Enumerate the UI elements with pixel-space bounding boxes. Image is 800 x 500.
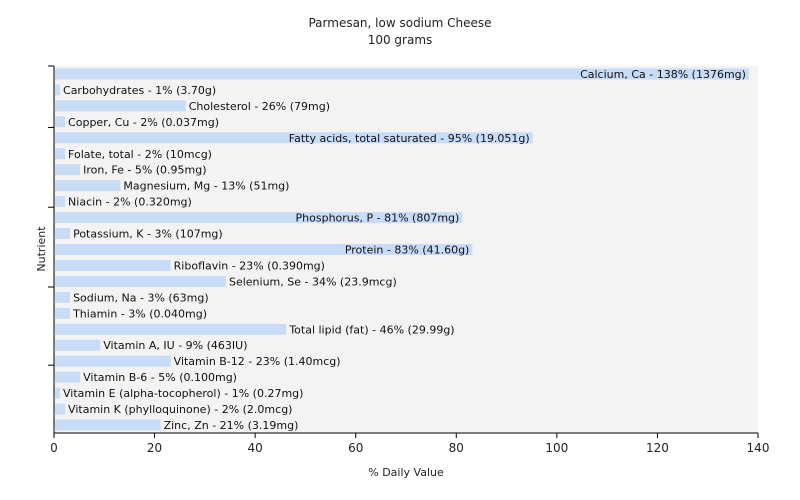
bars-group — [55, 68, 749, 431]
x-tick-label: 80 — [449, 441, 464, 455]
x-tick-label: 0 — [50, 441, 58, 455]
y-axis-ticks — [48, 65, 54, 366]
bar — [55, 164, 81, 176]
bar — [55, 371, 81, 383]
x-tick-label: 60 — [348, 441, 363, 455]
bar-label: Vitamin A, IU - 9% (463IU) — [103, 339, 247, 352]
chart-subtitle: 100 grams — [368, 33, 433, 47]
bar — [55, 339, 101, 351]
bar-label: Vitamin K (phylloquinone) - 2% (2.0mcg) — [68, 403, 292, 416]
bar — [55, 196, 66, 208]
bar-label: Vitamin B-6 - 5% (0.100mg) — [83, 371, 237, 384]
bar-label: Thiamin - 3% (0.040mg) — [72, 307, 207, 320]
bar — [55, 291, 71, 303]
bar-label: Magnesium, Mg - 13% (51mg) — [123, 180, 289, 193]
bar-label: Riboflavin - 23% (0.390mg) — [174, 259, 325, 272]
bar-label: Phosphorus, P - 81% (807mg) — [296, 212, 460, 225]
bar — [55, 259, 171, 271]
bar-label: Potassium, K - 3% (107mg) — [73, 228, 223, 241]
bar — [55, 100, 186, 112]
bar-label: Fatty acids, total saturated - 95% (19.0… — [289, 132, 530, 145]
x-tick-label: 40 — [248, 441, 263, 455]
bar — [55, 275, 226, 287]
bar-label: Cholesterol - 26% (79mg) — [189, 100, 330, 113]
bar — [55, 307, 71, 319]
x-tick-label: 120 — [646, 441, 669, 455]
y-axis-title: Nutrient — [35, 226, 48, 272]
bar-label: Protein - 83% (41.60g) — [345, 244, 470, 257]
bar-label: Iron, Fe - 5% (0.95mg) — [83, 164, 206, 177]
bar-label: Folate, total - 2% (10mcg) — [68, 148, 212, 161]
bar — [55, 116, 66, 128]
bar-label: Calcium, Ca - 138% (1376mg) — [580, 68, 746, 81]
bar-label: Selenium, Se - 34% (23.9mcg) — [229, 275, 397, 288]
bar — [55, 84, 61, 96]
bar-label: Total lipid (fat) - 46% (29.99g) — [288, 323, 454, 336]
x-tick-label: 100 — [545, 441, 568, 455]
bar — [55, 355, 171, 367]
bar — [55, 403, 66, 415]
bar — [55, 387, 61, 399]
bar — [55, 180, 121, 192]
bar-label: Vitamin E (alpha-tocopherol) - 1% (0.27m… — [63, 387, 303, 400]
bar — [55, 148, 66, 160]
bar-label: Carbohydrates - 1% (3.70g) — [63, 84, 216, 97]
bar-label: Niacin - 2% (0.320mg) — [68, 196, 192, 209]
x-axis-title: % Daily Value — [368, 466, 444, 479]
x-tick-label: 20 — [147, 441, 162, 455]
x-tick-label: 140 — [747, 441, 770, 455]
bar — [55, 212, 463, 224]
bar — [55, 419, 161, 431]
bar — [55, 132, 533, 144]
bar-labels-group: Calcium, Ca - 138% (1376mg) Carbohydrates… — [63, 68, 746, 432]
chart-title: Parmesan, low sodium Cheese — [308, 16, 491, 30]
x-axis-ticks: 0 20 40 60 80 100 120 140 — [50, 433, 769, 455]
bar — [55, 323, 287, 335]
bar — [55, 228, 71, 240]
bar-label: Vitamin B-12 - 23% (1.40mcg) — [174, 355, 341, 368]
bar — [55, 244, 473, 255]
bar-label: Sodium, Na - 3% (63mg) — [73, 291, 209, 304]
bar-label: Copper, Cu - 2% (0.037mg) — [68, 116, 219, 129]
bar-label: Zinc, Zn - 21% (3.19mg) — [164, 419, 299, 432]
bar — [55, 68, 749, 80]
